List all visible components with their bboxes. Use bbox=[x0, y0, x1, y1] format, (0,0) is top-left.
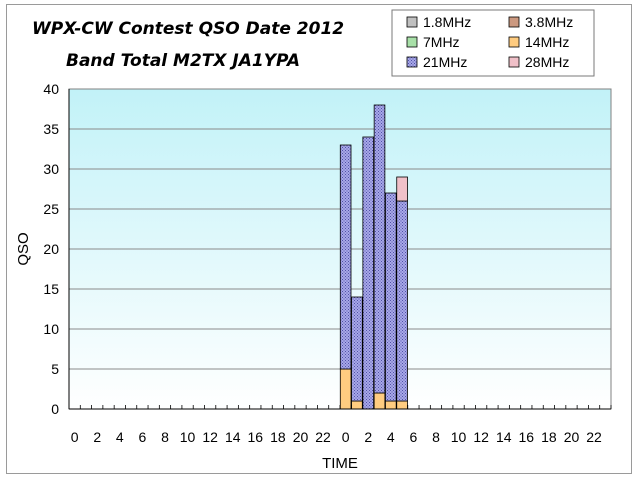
x-tick-label: 2 bbox=[93, 429, 101, 445]
chart-subtitle: Band Total M2TX JA1YPA bbox=[66, 51, 301, 71]
x-tick-label: 0 bbox=[342, 429, 350, 445]
x-tick-label: 4 bbox=[116, 429, 124, 445]
legend-label: 7MHz bbox=[423, 34, 460, 50]
legend-label: 28MHz bbox=[525, 54, 569, 70]
x-tick-label: 2 bbox=[364, 429, 372, 445]
x-tick-label: 6 bbox=[138, 429, 146, 445]
x-tick-label: 18 bbox=[541, 429, 557, 445]
y-tick-label: 20 bbox=[43, 241, 59, 257]
legend-swatch bbox=[406, 16, 418, 28]
bar-14mhz bbox=[351, 400, 363, 410]
bar-21mhz bbox=[373, 104, 386, 394]
x-tick-label: 10 bbox=[180, 429, 196, 445]
x-tick-label: 4 bbox=[387, 429, 395, 445]
x-tick-label: 22 bbox=[586, 429, 602, 445]
legend-swatch bbox=[406, 36, 418, 48]
bar-21mhz bbox=[351, 296, 363, 402]
x-tick-label: 22 bbox=[315, 429, 331, 445]
x-tick-label: 12 bbox=[473, 429, 489, 445]
x-tick-label: 14 bbox=[225, 429, 241, 445]
y-tick-label: 0 bbox=[51, 401, 59, 417]
x-tick-label: 8 bbox=[432, 429, 440, 445]
x-tick-label: 8 bbox=[161, 429, 169, 445]
legend-label: 3.8MHz bbox=[525, 14, 573, 30]
legend: 1.8MHz 3.8MHz 7MHz 14MHz 21MHz 28MHz bbox=[391, 9, 595, 77]
x-tick-label: 20 bbox=[564, 429, 580, 445]
legend-swatch bbox=[508, 56, 520, 68]
bar-14mhz bbox=[385, 400, 397, 410]
y-tick-label: 40 bbox=[43, 81, 59, 97]
legend-swatch bbox=[508, 36, 520, 48]
legend-swatch bbox=[406, 56, 418, 68]
x-tick-label: 14 bbox=[496, 429, 512, 445]
x-tick-label: 16 bbox=[248, 429, 264, 445]
legend-label: 14MHz bbox=[525, 34, 569, 50]
bar-21mhz bbox=[339, 144, 352, 370]
legend-label: 1.8MHz bbox=[423, 14, 471, 30]
x-tick-label: 16 bbox=[519, 429, 535, 445]
y-tick-label: 35 bbox=[43, 121, 59, 137]
legend-label: 21MHz bbox=[423, 54, 467, 70]
legend-swatch bbox=[508, 16, 520, 28]
x-axis-title: TIME bbox=[322, 455, 358, 472]
x-tick-label: 18 bbox=[270, 429, 286, 445]
x-tick-label: 12 bbox=[202, 429, 218, 445]
y-tick-label: 15 bbox=[43, 281, 59, 297]
x-tick-label: 10 bbox=[451, 429, 467, 445]
y-tick-label: 25 bbox=[43, 201, 59, 217]
x-tick-label: 6 bbox=[409, 429, 417, 445]
x-tick-label: 0 bbox=[71, 429, 79, 445]
y-tick-label: 10 bbox=[43, 321, 59, 337]
x-tick-label: 20 bbox=[293, 429, 309, 445]
chart-title: WPX-CW Contest QSO Date 2012 bbox=[32, 19, 345, 39]
bar-21mhz bbox=[385, 192, 397, 402]
bar-14mhz bbox=[373, 392, 386, 410]
bar-14mhz bbox=[339, 368, 352, 410]
y-tick-label: 30 bbox=[43, 161, 59, 177]
bar-14mhz bbox=[396, 400, 408, 410]
y-tick-label: 5 bbox=[51, 361, 59, 377]
bar-28mhz bbox=[396, 176, 408, 202]
bar-21mhz bbox=[362, 136, 374, 410]
y-axis-title: QSO bbox=[15, 232, 32, 265]
legend-box bbox=[391, 9, 595, 77]
bar-21mhz bbox=[396, 200, 408, 402]
